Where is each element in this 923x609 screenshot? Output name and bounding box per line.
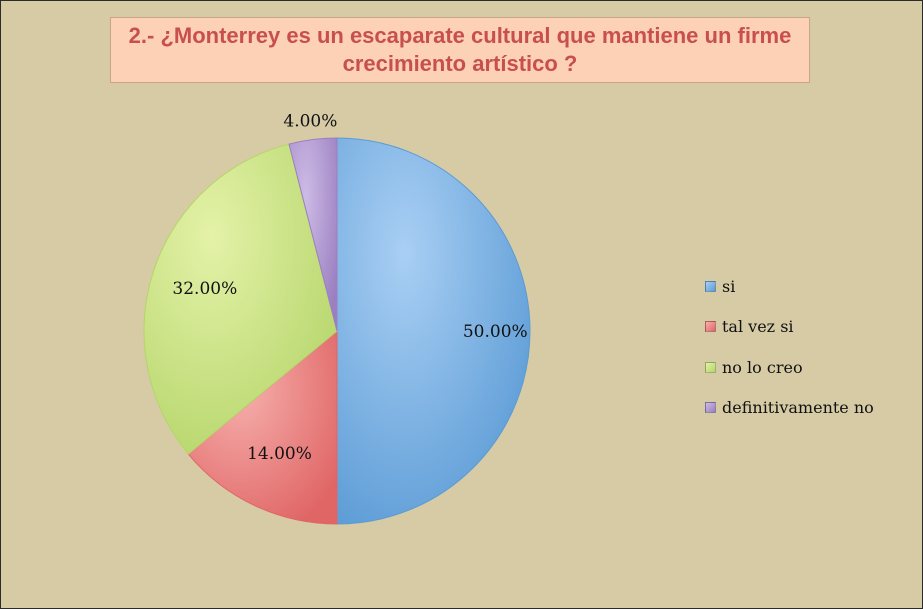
legend-item-tal-vez-si: tal vez si [705, 317, 874, 337]
data-label-si: 50.00% [463, 322, 528, 342]
pie-slice-definitivamente-no [288, 137, 338, 332]
legend-label-tal-vez-si: tal vez si [722, 317, 794, 336]
legend-swatch-si [705, 280, 716, 292]
data-label-no-lo-creo: 32.00% [172, 279, 237, 299]
legend-item-si: si [705, 276, 874, 296]
legend-item-definitivamente-no: definitivamente no [705, 398, 874, 418]
legend-label-si: si [722, 276, 736, 296]
data-label-definitivamente-no: 4.00% [283, 111, 337, 131]
pie-slice-tal-vez-si [187, 329, 338, 525]
chart-title-box: 2.- ¿Monterrey es un escaparate cultural… [110, 17, 810, 83]
data-label-tal-vez-si: 14.00% [247, 444, 312, 464]
pie-slice-no-lo-creo [143, 143, 338, 455]
legend-label-definitivamente-no: definitivamente no [722, 398, 874, 417]
legend-item-no-lo-creo: no lo creo [705, 357, 874, 377]
legend-swatch-definitivamente-no [705, 402, 716, 413]
legend-label-no-lo-creo: no lo creo [722, 357, 803, 377]
legend-swatch-no-lo-creo [705, 361, 716, 373]
legend: si tal vez si no lo creo definitivamente… [705, 276, 874, 438]
chart-title: 2.- ¿Monterrey es un escaparate cultural… [128, 23, 792, 76]
legend-swatch-tal-vez-si [705, 321, 716, 332]
pie-slice-si [336, 137, 531, 525]
